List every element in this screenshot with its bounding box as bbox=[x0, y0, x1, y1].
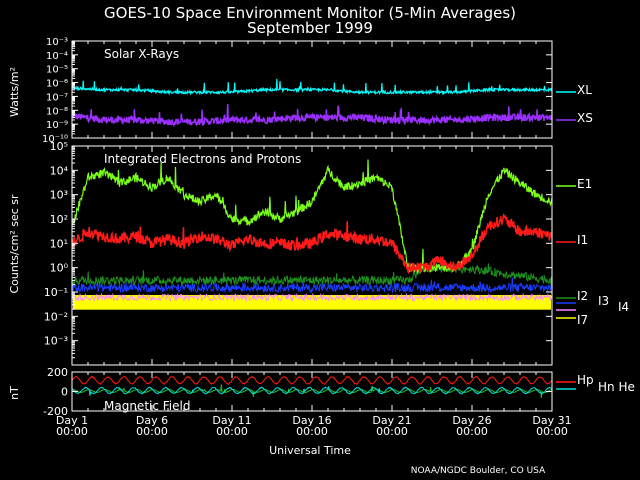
mag-y-tick-label: -200 bbox=[43, 405, 68, 418]
particles-y-tick-label: 10⁴ bbox=[50, 164, 69, 177]
legend-label-e1: E1 bbox=[577, 177, 592, 191]
xrays-y-tick-label: 10⁻⁹ bbox=[46, 120, 68, 131]
particles-y-tick-label: 10⁻³ bbox=[44, 335, 68, 348]
mag-ylabel: nT bbox=[8, 386, 21, 400]
particles-y-tick-label: 10⁻² bbox=[44, 310, 68, 323]
xrays-y-tick-label: 10⁻⁴ bbox=[46, 51, 68, 62]
chart-subtitle: September 1999 bbox=[247, 19, 373, 37]
magnetic-field-panel: 200 0 -200 bbox=[43, 366, 553, 418]
particles-panel: 10⁵ 10⁴ 10³ 10² 10¹ 10⁰ 10⁻¹ 10⁻² 10⁻³ bbox=[44, 140, 553, 366]
legend-label-i7: I7 bbox=[577, 313, 588, 327]
hn-series-line bbox=[71, 386, 553, 396]
chart-title: GOES-10 Space Environment Monitor (5-Min… bbox=[104, 4, 516, 22]
particles-ylabel: Counts/cm² sec sr bbox=[8, 194, 21, 294]
xrays-panel: 10⁻³ 10⁻⁴ 10⁻⁵ 10⁻⁶ 10⁻⁷ 10⁻⁸ 10⁻⁹ 10⁻¹⁰ bbox=[42, 37, 553, 145]
x-tick-time: 00:00 bbox=[216, 425, 248, 438]
particles-y-tick-label: 10³ bbox=[50, 189, 68, 202]
particles-y-tick-label: 10² bbox=[50, 213, 68, 226]
x-tick-time: 00:00 bbox=[296, 425, 328, 438]
xs-series-line bbox=[71, 103, 553, 128]
x-tick-label: Day 21 bbox=[372, 414, 411, 427]
xrays-ylabel: Watts/m² bbox=[8, 67, 21, 117]
credit-text: NOAA/NGDC Boulder, CO USA bbox=[411, 466, 546, 476]
x-tick-label: Day 26 bbox=[452, 414, 491, 427]
x-tick-label: Day 16 bbox=[292, 414, 331, 427]
mag-y-tick-label: 200 bbox=[47, 366, 68, 379]
i2-series-line bbox=[71, 262, 553, 286]
xrays-y-tick-label: 10⁻¹⁰ bbox=[42, 134, 68, 145]
xrays-y-tick-label: 10⁻³ bbox=[46, 37, 68, 48]
particles-y-tick-label: 10⁵ bbox=[50, 140, 68, 153]
particles-annotation: Integrated Electrons and Protons bbox=[104, 152, 301, 166]
i1-series-line bbox=[71, 212, 553, 275]
hp-series-line bbox=[71, 375, 553, 385]
legend-label-i3: I3 bbox=[598, 294, 609, 308]
xrays-y-tick-label: 10⁻⁸ bbox=[46, 106, 68, 117]
xrays-y-tick-label: 10⁻⁷ bbox=[46, 92, 68, 103]
x-tick-time: 00:00 bbox=[376, 425, 408, 438]
x-tick-label: Day 6 bbox=[136, 414, 168, 427]
xrays-y-tick-label: 10⁻⁶ bbox=[46, 79, 68, 90]
mag-y-tick-label: 0 bbox=[61, 386, 68, 399]
legend: XL XS E1 I1 I2 I3 I4 I7 Hp Hn He bbox=[556, 83, 635, 394]
xrays-y-tick-label: 10⁻⁵ bbox=[46, 65, 68, 76]
x-tick-time: 00:00 bbox=[136, 425, 168, 438]
he-series-line bbox=[72, 384, 553, 399]
x-tick-time: 00:00 bbox=[456, 425, 488, 438]
legend-label-xs: XS bbox=[577, 111, 593, 125]
i3-series-line bbox=[71, 277, 553, 294]
legend-label-i4: I4 bbox=[618, 300, 629, 314]
x-tick-label: Day 1 bbox=[56, 414, 88, 427]
particles-y-tick-label: 10⁻¹ bbox=[44, 286, 68, 299]
e1-series-line bbox=[71, 159, 553, 274]
i4-series-line bbox=[71, 292, 553, 303]
x-tick-time: 00:00 bbox=[56, 425, 88, 438]
mag-annotation: Magnetic Field bbox=[104, 399, 190, 413]
legend-label-i1: I1 bbox=[577, 233, 588, 247]
x-tick-time: 00:00 bbox=[536, 425, 568, 438]
xrays-annotation: Solar X-Rays bbox=[104, 47, 179, 61]
particles-y-tick-label: 10⁰ bbox=[50, 262, 69, 275]
legend-label-xl: XL bbox=[577, 83, 592, 97]
x-axis-label: Universal Time bbox=[269, 444, 351, 457]
x-tick-label: Day 31 bbox=[532, 414, 571, 427]
legend-label-hp: Hp bbox=[577, 373, 594, 387]
particles-y-tick-label: 10¹ bbox=[50, 237, 68, 250]
xl-series-line bbox=[71, 78, 553, 96]
particles-frame bbox=[71, 145, 553, 366]
legend-label-i2: I2 bbox=[577, 289, 588, 303]
legend-label-hnhe: Hn He bbox=[598, 380, 635, 394]
x-tick-label: Day 11 bbox=[212, 414, 251, 427]
